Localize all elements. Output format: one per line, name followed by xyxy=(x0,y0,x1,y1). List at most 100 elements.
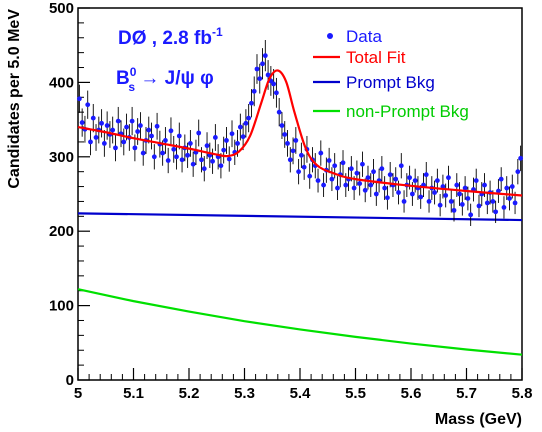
data-point xyxy=(518,155,524,161)
data-point xyxy=(154,123,160,129)
x-tick-label: 5.8 xyxy=(512,385,533,402)
data-point xyxy=(462,185,468,191)
data-point xyxy=(90,115,96,121)
y-tick-label: 500 xyxy=(49,0,74,17)
data-point xyxy=(326,158,332,163)
data-point xyxy=(210,158,215,164)
total-fit-line xyxy=(77,69,523,197)
x-tick-label: 5.1 xyxy=(123,385,144,402)
data-point xyxy=(454,182,460,188)
data-point xyxy=(343,182,349,188)
data-point xyxy=(315,178,321,184)
data-point xyxy=(423,172,429,178)
data-point xyxy=(298,152,304,158)
data-point xyxy=(368,182,374,188)
data-point xyxy=(251,88,257,94)
y-axis-title: Candidates per 5.0 MeV xyxy=(6,9,23,189)
data-point xyxy=(85,102,91,108)
data-point xyxy=(512,200,518,206)
data-point xyxy=(113,145,118,151)
data-point xyxy=(382,185,388,191)
data-point xyxy=(176,133,182,139)
data-point xyxy=(276,109,282,115)
data-point xyxy=(407,175,413,181)
data-point xyxy=(171,146,177,152)
data-point xyxy=(260,61,265,67)
data-point xyxy=(432,190,437,195)
y-tick-label: 100 xyxy=(49,298,74,315)
data-point xyxy=(287,157,293,163)
data-point xyxy=(426,199,432,204)
x-tick-label: 5.2 xyxy=(179,385,200,402)
data-point xyxy=(362,187,368,193)
data-point xyxy=(168,128,174,134)
data-point xyxy=(274,90,279,96)
data-point xyxy=(196,130,202,136)
data-point xyxy=(496,188,501,194)
x-tick-label: 5.6 xyxy=(401,385,422,402)
data-point xyxy=(443,193,449,198)
data-point xyxy=(282,132,288,137)
data-point xyxy=(332,163,338,169)
plot-frame xyxy=(77,7,523,381)
data-point xyxy=(149,133,154,139)
x-tick-label: 5.5 xyxy=(345,385,366,402)
data-point xyxy=(409,191,415,197)
y-tick-label: 0 xyxy=(66,372,74,389)
data-point xyxy=(398,163,404,169)
data-point xyxy=(482,182,487,188)
data-point xyxy=(329,176,335,182)
lumi-exponent: -1 xyxy=(212,25,223,39)
data-point xyxy=(293,138,299,143)
data-point xyxy=(257,76,263,82)
data-point xyxy=(365,175,371,181)
x-axis-title: Mass (GeV) xyxy=(435,411,522,428)
data-point xyxy=(401,199,407,204)
data-point xyxy=(412,178,418,184)
data-point xyxy=(101,141,107,146)
y-tick-label: 200 xyxy=(49,223,74,240)
data-point xyxy=(254,66,260,72)
data-point xyxy=(93,135,99,140)
data-point xyxy=(448,199,454,204)
data-point xyxy=(373,191,379,197)
data-point xyxy=(212,135,218,140)
experiment-label: DØ , 2.8 fb-1 xyxy=(118,25,223,49)
data-point xyxy=(396,190,401,195)
data-point xyxy=(146,127,152,133)
data-point xyxy=(501,204,507,210)
data-point xyxy=(465,196,471,201)
data-point xyxy=(451,207,457,213)
data-point xyxy=(138,123,143,128)
legend-prompt-bkg-label: Prompt Bkg xyxy=(346,73,435,92)
data-point xyxy=(498,176,504,182)
data-point xyxy=(507,196,512,201)
data-point xyxy=(124,124,129,130)
data-point xyxy=(318,150,324,156)
data-point xyxy=(493,209,499,215)
data-point xyxy=(354,170,360,176)
data-point xyxy=(459,202,465,207)
data-point xyxy=(237,124,243,130)
data-point xyxy=(279,123,285,128)
data-point xyxy=(437,202,443,208)
data-point xyxy=(249,100,254,106)
data-point xyxy=(160,150,166,156)
axes: 5 5.1 5.2 5.3 5.4 5.5 5.6 5.7 5.8 0 100 200 300 400 50… xyxy=(49,0,532,402)
data-point xyxy=(115,118,121,124)
data-point xyxy=(473,178,479,184)
data-point xyxy=(360,161,365,167)
y-tick-label: 300 xyxy=(49,149,74,166)
data-point xyxy=(357,181,363,186)
data-point xyxy=(271,81,277,87)
data-point xyxy=(226,156,232,162)
non-prompt-bkg-line xyxy=(77,288,523,356)
data-point xyxy=(201,166,207,172)
x-tick-label: 5.7 xyxy=(456,385,477,402)
data-point xyxy=(457,191,462,197)
data-point xyxy=(179,157,185,163)
data-point xyxy=(163,138,168,143)
data-point xyxy=(262,53,268,59)
data-point xyxy=(434,178,440,184)
